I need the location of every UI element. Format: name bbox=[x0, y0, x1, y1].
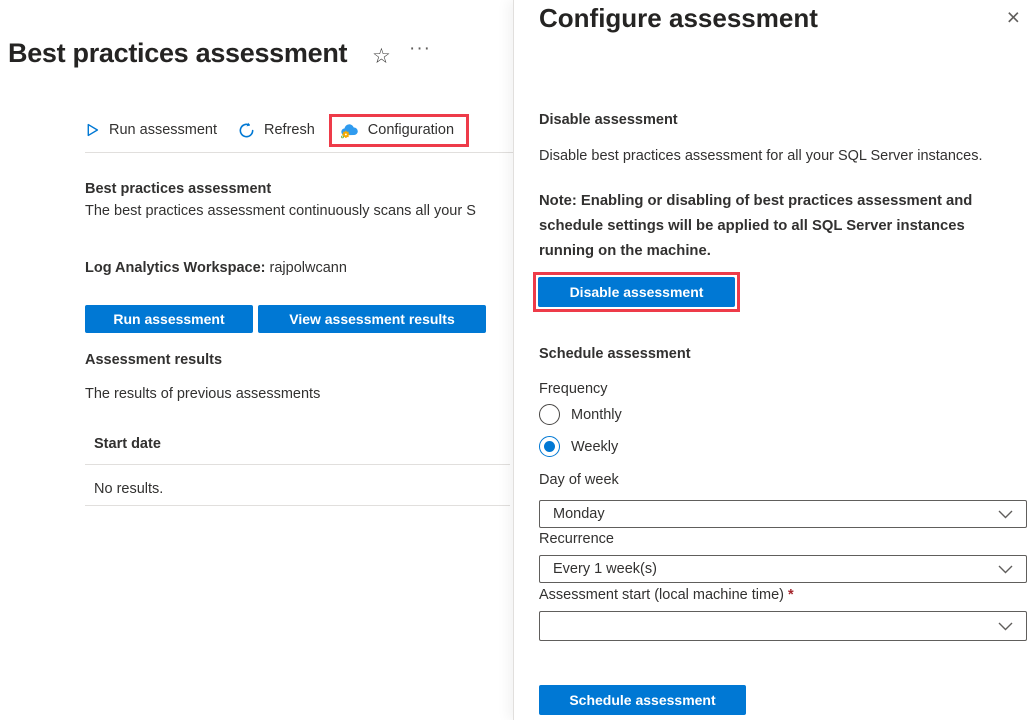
favorite-star-icon[interactable]: ☆ bbox=[372, 45, 391, 68]
schedule-assessment-heading: Schedule assessment bbox=[539, 346, 691, 362]
best-practices-assessment-page: Best practices assessment ☆ ··· Run asse… bbox=[0, 0, 513, 720]
recurrence-select[interactable]: Every 1 week(s) bbox=[539, 555, 1027, 583]
disable-assessment-description: Disable best practices assessment for al… bbox=[539, 148, 983, 164]
workspace-label: Log Analytics Workspace: bbox=[85, 260, 266, 276]
close-icon[interactable]: × bbox=[1006, 4, 1020, 30]
radio-monthly-label: Monthly bbox=[571, 406, 622, 423]
disable-assessment-note: Note: Enabling or disabling of best prac… bbox=[539, 193, 973, 259]
configuration-cloud-gear-icon bbox=[340, 123, 358, 138]
recurrence-value: Every 1 week(s) bbox=[553, 561, 657, 577]
panel-title: Configure assessment bbox=[539, 3, 818, 33]
overview-heading: Best practices assessment bbox=[85, 181, 272, 197]
page-title: Best practices assessment bbox=[8, 38, 348, 68]
recurrence-label: Recurrence bbox=[539, 531, 614, 547]
radio-monthly-icon[interactable] bbox=[539, 404, 560, 425]
frequency-label: Frequency bbox=[539, 381, 608, 397]
required-asterisk: * bbox=[787, 587, 794, 603]
refresh-icon bbox=[239, 122, 254, 137]
frequency-radio-weekly[interactable]: Weekly bbox=[539, 436, 618, 457]
radio-weekly-label: Weekly bbox=[571, 438, 619, 455]
results-table-empty-row: No results. bbox=[94, 481, 164, 497]
assessment-results-description: The results of previous assessments bbox=[85, 386, 321, 402]
log-analytics-workspace-row: Log Analytics Workspace: rajpolwcann bbox=[85, 260, 347, 276]
chevron-down-icon bbox=[998, 622, 1013, 630]
configuration-command-highlighted[interactable]: Configuration bbox=[328, 113, 470, 147]
run-assessment-label: Run assessment bbox=[109, 122, 217, 138]
disable-assessment-heading: Disable assessment bbox=[539, 112, 678, 128]
run-assessment-button[interactable]: Run assessment bbox=[85, 305, 253, 333]
day-of-week-label: Day of week bbox=[539, 472, 619, 488]
refresh-label: Refresh bbox=[264, 122, 315, 138]
assessment-start-label: Assessment start (local machine time) * bbox=[539, 587, 794, 603]
assessment-results-heading: Assessment results bbox=[85, 352, 223, 368]
assessment-start-select[interactable] bbox=[539, 611, 1027, 641]
toolbar-divider bbox=[85, 152, 513, 153]
results-table-header-divider bbox=[85, 464, 510, 465]
disable-assessment-button[interactable]: Disable assessment bbox=[538, 277, 735, 307]
workspace-value: rajpolwcann bbox=[269, 260, 347, 276]
radio-weekly-icon[interactable] bbox=[539, 436, 560, 457]
configure-assessment-panel: Configure assessment × Disable assessmen… bbox=[513, 0, 1033, 720]
overview-description: The best practices assessment continuous… bbox=[85, 203, 476, 219]
disable-button-highlight-box: Disable assessment bbox=[533, 272, 740, 312]
configuration-label: Configuration bbox=[367, 122, 455, 138]
view-assessment-results-button[interactable]: View assessment results bbox=[258, 305, 486, 333]
chevron-down-icon bbox=[998, 510, 1013, 518]
results-table-header-start-date[interactable]: Start date bbox=[94, 436, 161, 452]
run-assessment-command[interactable]: Run assessment bbox=[85, 122, 217, 138]
day-of-week-select[interactable]: Monday bbox=[539, 500, 1027, 528]
chevron-down-icon bbox=[998, 565, 1013, 573]
command-bar: Run assessment Refresh Configuration bbox=[85, 111, 470, 149]
schedule-assessment-button[interactable]: Schedule assessment bbox=[539, 685, 746, 715]
play-icon bbox=[87, 123, 99, 137]
assessment-start-label-text: Assessment start (local machine time) bbox=[539, 587, 784, 603]
results-table-bottom-divider bbox=[85, 505, 510, 506]
more-options-icon[interactable]: ··· bbox=[409, 38, 431, 59]
refresh-command[interactable]: Refresh bbox=[238, 122, 315, 139]
day-of-week-value: Monday bbox=[553, 506, 605, 522]
frequency-radio-monthly[interactable]: Monthly bbox=[539, 404, 622, 425]
